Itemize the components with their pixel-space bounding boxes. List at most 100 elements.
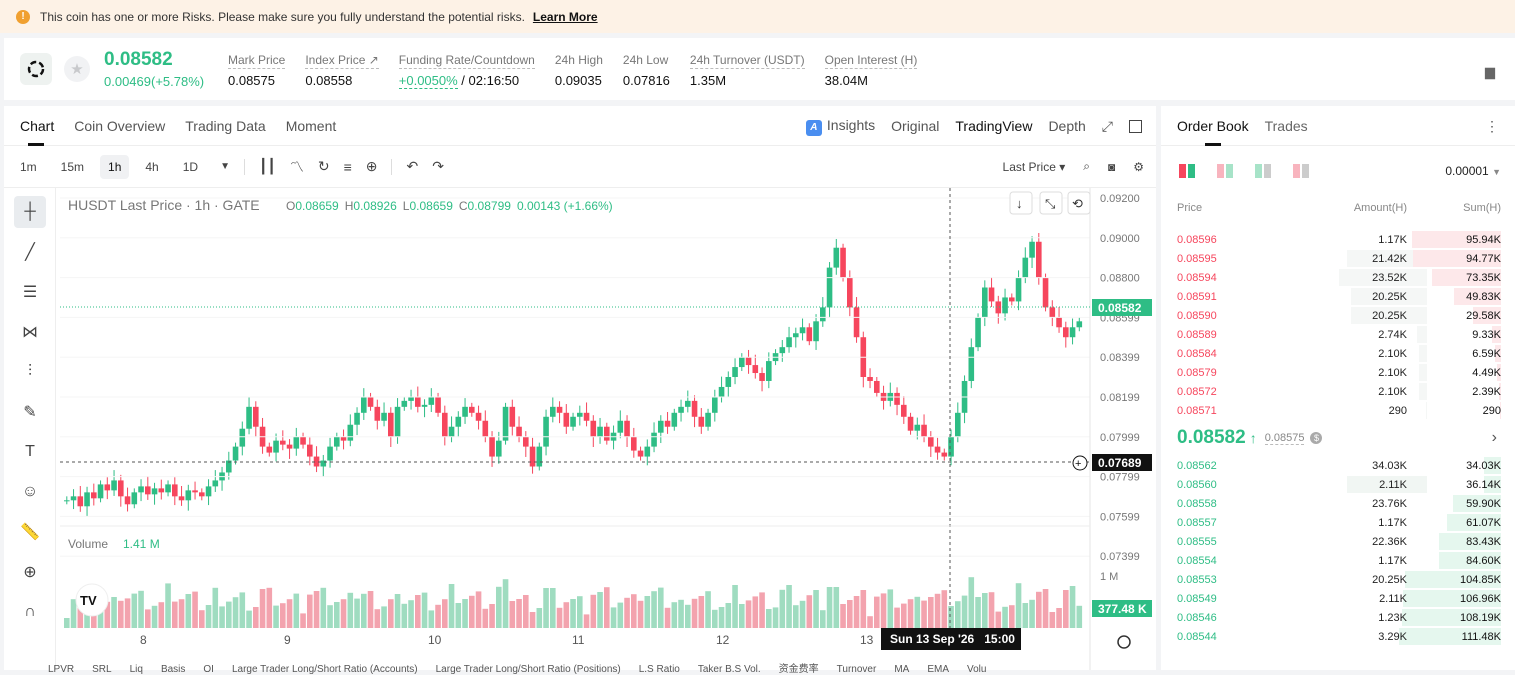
interval-1m[interactable]: 1m <box>20 159 37 174</box>
ask-row[interactable]: 0.08591 20.25K 49.83K <box>1161 287 1515 306</box>
layout-asks-icon[interactable] <box>1293 164 1309 178</box>
camera-icon[interactable]: ◙ <box>1107 159 1116 174</box>
trendline-icon[interactable]: ╱ <box>25 244 35 261</box>
volume-bar <box>772 607 779 628</box>
bid-row[interactable]: 0.08544 3.29K 111.48K <box>1161 627 1515 646</box>
chevron-right-icon[interactable]: › <box>1491 429 1497 446</box>
bid-row[interactable]: 0.08546 1.23K 108.19K <box>1161 608 1515 627</box>
gear-icon[interactable]: ⚙ <box>1133 159 1144 174</box>
turnover-24h-label[interactable]: 24h Turnover (USDT) <box>689 52 805 69</box>
mark-price-label[interactable]: Mark Price <box>228 52 286 69</box>
funding-rate-label[interactable]: Funding Rate/Countdown <box>398 52 535 69</box>
candle-body <box>840 247 846 278</box>
fib-icon[interactable]: ⫶ <box>27 363 32 380</box>
layout-bids-icon[interactable] <box>1255 164 1271 178</box>
ask-row[interactable]: 0.08595 21.42K 94.77K <box>1161 249 1515 268</box>
book-icon[interactable]: ▆ <box>1485 64 1495 79</box>
volume-bar <box>205 605 212 628</box>
chart-controls[interactable]: ↓ ⤡ ⟲ <box>1009 191 1091 215</box>
tab-trades[interactable]: Trades <box>1264 117 1308 134</box>
brush-icon[interactable]: ✎ <box>23 404 37 421</box>
bid-row[interactable]: 0.08557 1.17K 61.07K <box>1161 513 1515 532</box>
candle-body <box>408 396 414 401</box>
price-type-select[interactable]: Last Price ▾ <box>1002 159 1066 174</box>
bid-row[interactable]: 0.08549 2.11K 106.96K <box>1161 589 1515 608</box>
index-price-label[interactable]: Index Price ↗ <box>305 52 379 69</box>
ask-row[interactable]: 0.08589 2.74K 9.33K <box>1161 325 1515 344</box>
bid-sum: 108.19K <box>1460 611 1501 624</box>
funding-rate-value[interactable]: +0.0050% <box>398 72 458 89</box>
view-tradingview[interactable]: TradingView <box>955 118 1033 134</box>
bid-row[interactable]: 0.08558 23.76K 59.90K <box>1161 494 1515 513</box>
candlestick-chart[interactable]: 0.092000.090000.088000.085990.083990.081… <box>56 188 1156 670</box>
undo-icon[interactable]: ↶ <box>406 158 419 174</box>
ask-row[interactable]: 0.08571 290 290 <box>1161 401 1515 420</box>
ask-row[interactable]: 0.08584 2.10K 6.59K <box>1161 344 1515 363</box>
crosshair-icon[interactable]: ┼ <box>14 196 46 228</box>
volume-bar <box>334 602 340 628</box>
ask-row[interactable]: 0.08596 1.17K 95.94K <box>1161 230 1515 249</box>
volume-bar <box>1029 599 1035 628</box>
indicators-icon[interactable]: 〽 <box>289 158 304 175</box>
candle-body <box>192 490 198 493</box>
window-icon[interactable] <box>1129 119 1142 133</box>
info-icon[interactable]: $ <box>1310 432 1323 444</box>
ask-amount: 2.10K <box>1378 366 1407 379</box>
horizontal-lines-icon[interactable]: ☰ <box>22 284 38 301</box>
expand-icon[interactable]: ⤢ <box>1101 117 1113 134</box>
emoji-icon[interactable]: ☺ <box>21 483 39 500</box>
compare-icon[interactable]: ↻ <box>317 158 330 174</box>
open-interest-label[interactable]: Open Interest (H) <box>824 52 918 69</box>
ruler-icon[interactable]: 📏 <box>20 524 40 541</box>
learn-more-link[interactable]: Learn More <box>532 9 598 24</box>
candle-body <box>367 396 374 407</box>
bid-row[interactable]: 0.08553 20.25K 104.85K <box>1161 570 1515 589</box>
candle-type-icon[interactable]: ┃┃ <box>258 158 276 174</box>
interval-15m[interactable]: 15m <box>60 159 85 174</box>
insights-icon: A <box>805 119 822 136</box>
bid-price: 0.08560 <box>1177 478 1217 491</box>
volume-bar <box>806 595 813 628</box>
templates-icon[interactable]: ≡ <box>343 158 352 175</box>
pattern-icon[interactable]: ⋈ <box>22 324 38 341</box>
bid-row[interactable]: 0.08562 34.03K 34.03K <box>1161 456 1515 475</box>
bid-price: 0.08553 <box>1177 573 1217 586</box>
layout-split-icon[interactable] <box>1217 164 1233 178</box>
magnet-icon[interactable]: ∩ <box>24 603 36 620</box>
view-original[interactable]: Original <box>891 118 940 134</box>
redo-icon[interactable]: ↷ <box>432 158 444 174</box>
tab-trading-data[interactable]: Trading Data <box>185 117 266 134</box>
ask-amount: 21.42K <box>1372 252 1407 265</box>
tab-order-book[interactable]: Order Book <box>1177 106 1249 146</box>
more-icon[interactable]: ⋮ <box>1485 117 1499 134</box>
bid-row[interactable]: 0.08555 22.36K 83.43K <box>1161 532 1515 551</box>
ask-price: 0.08594 <box>1177 271 1217 284</box>
tab-coin-overview[interactable]: Coin Overview <box>74 117 166 134</box>
volume-bar <box>259 589 266 628</box>
interval-1d[interactable]: 1D <box>182 159 199 174</box>
tab-moment[interactable]: Moment <box>285 117 337 134</box>
ask-sum: 2.39K <box>1472 385 1501 398</box>
search-icon[interactable]: ⌕ <box>1083 159 1090 173</box>
interval-1h[interactable]: 1h <box>100 154 130 179</box>
text-tool-icon[interactable]: T <box>25 443 35 460</box>
tab-chart[interactable]: Chart <box>20 106 58 146</box>
ask-row[interactable]: 0.08590 20.25K 29.58K <box>1161 306 1515 325</box>
view-depth[interactable]: Depth <box>1048 118 1086 134</box>
volume-bar <box>300 613 306 628</box>
layout-both-icon[interactable] <box>1179 164 1195 178</box>
favorite-star-icon[interactable]: ★ <box>64 56 90 82</box>
ask-row[interactable]: 0.08572 2.10K 2.39K <box>1161 382 1515 401</box>
interval-4h[interactable]: 4h <box>145 159 159 174</box>
add-indicator-icon[interactable]: ⊕ <box>365 158 378 174</box>
bid-row[interactable]: 0.08554 1.17K 84.60K <box>1161 551 1515 570</box>
bid-row[interactable]: 0.08560 2.11K 36.14K <box>1161 475 1515 494</box>
zoom-in-icon[interactable]: ⊕ <box>23 564 37 581</box>
ask-row[interactable]: 0.08579 2.10K 4.49K <box>1161 363 1515 382</box>
precision-select[interactable]: 0.00001 ▼ <box>1445 164 1501 178</box>
insights-button[interactable]: A Insights <box>805 117 875 136</box>
ask-row[interactable]: 0.08594 23.52K 73.35K <box>1161 268 1515 287</box>
candle-body <box>361 396 367 413</box>
last-price-badge <box>1092 299 1152 316</box>
chevron-down-icon[interactable]: ▼ <box>220 161 230 172</box>
